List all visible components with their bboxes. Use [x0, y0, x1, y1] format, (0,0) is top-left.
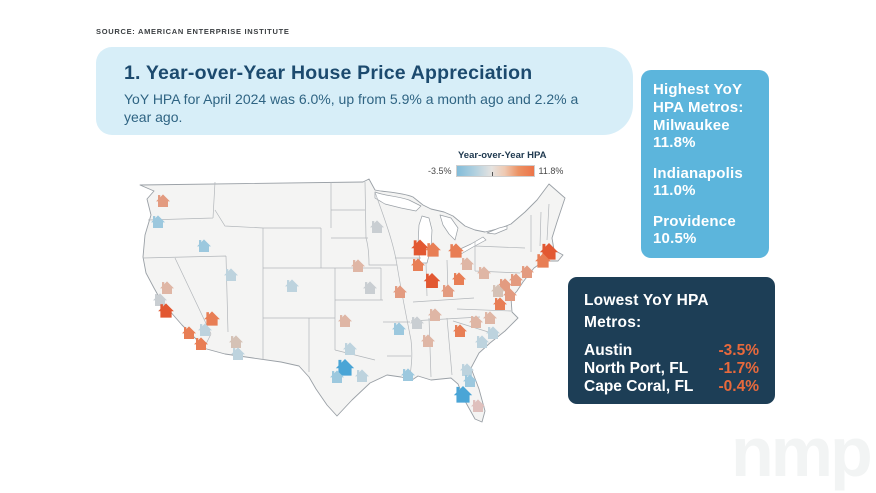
nmp-logo: nmp: [731, 413, 873, 491]
lowest-metro-row: Cape Coral, FL -0.4%: [584, 378, 759, 396]
metro-name: Indianapolis: [653, 164, 743, 182]
metro-value: 11.8%: [653, 134, 696, 152]
legend-tick: [491, 172, 494, 176]
metro-name: Providence: [653, 212, 736, 230]
highest-metro-row: Providence 10.5%: [653, 213, 757, 248]
metro-value: 10.5%: [653, 229, 697, 247]
highest-metro-row: Milwaukee 11.8%: [653, 117, 757, 152]
lowest-metro-row: Austin -3.5%: [584, 342, 759, 360]
metro-name: Cape Coral, FL: [584, 377, 694, 395]
us-map: [113, 170, 605, 428]
metro-value: 11.0%: [653, 182, 696, 200]
highest-metros-box: Highest YoY HPA Metros: Milwaukee 11.8% …: [641, 70, 769, 258]
metro-name: North Port, FL: [584, 359, 689, 377]
metro-name: Austin: [584, 341, 633, 359]
metro-value: -3.5%: [718, 341, 760, 359]
page-title: 1. Year-over-Year House Price Appreciati…: [124, 62, 533, 84]
lowest-metros-box: Lowest YoY HPA Metros: Austin -3.5% Nort…: [568, 277, 775, 404]
header-box: 1. Year-over-Year House Price Appreciati…: [96, 47, 633, 135]
lowest-box-heading: Lowest YoY HPA Metros:: [584, 292, 709, 332]
metro-value: -0.4%: [718, 377, 760, 395]
legend-max-label: 11.8%: [538, 166, 564, 176]
lowest-metro-row: North Port, FL -1.7%: [584, 360, 759, 378]
page-subtitle: YoY HPA for April 2024 was 6.0%, up from…: [124, 91, 579, 125]
source-attribution: SOURCE: AMERICAN ENTERPRISE INSTITUTE: [96, 27, 290, 36]
legend-title: Year-over-Year HPA: [458, 150, 547, 161]
highest-box-heading: Highest YoY HPA Metros:: [653, 81, 744, 116]
metro-value: -1.7%: [718, 359, 760, 377]
us-map-outline: [139, 178, 566, 423]
highest-metro-row: Indianapolis 11.0%: [653, 165, 757, 200]
metro-name: Milwaukee: [653, 117, 730, 134]
map-legend: Year-over-Year HPA -3.5% 11.8%: [428, 150, 563, 177]
legend-min-label: -3.5%: [428, 166, 452, 176]
legend-gradient-bar: [455, 165, 535, 177]
